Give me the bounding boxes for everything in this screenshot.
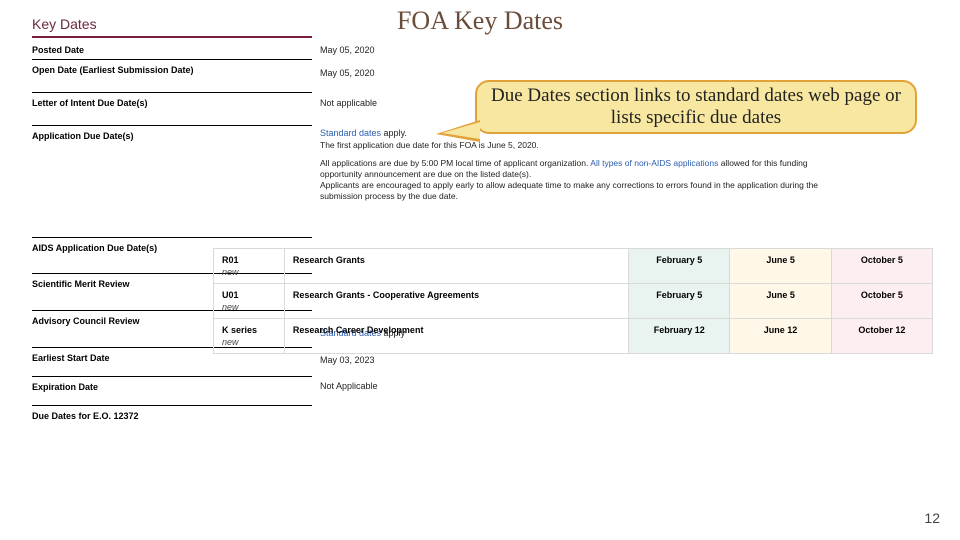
grants-table: R01newResearch GrantsFebruary 5June 5Oct…: [213, 248, 933, 354]
val-eo: Not Applicable: [320, 368, 840, 395]
standard-dates-link[interactable]: Standard dates: [320, 128, 381, 138]
grant-code: K seriesnew: [214, 319, 285, 354]
non-aids-link[interactable]: All types of non-AIDS applications: [590, 158, 718, 168]
grant-jun: June 5: [730, 249, 831, 284]
grant-feb: February 5: [629, 249, 730, 284]
table-row: U01newResearch Grants - Cooperative Agre…: [214, 284, 933, 319]
app-line2-a: All applications are due by 5:00 PM loca…: [320, 158, 590, 168]
app-line3: Applicants are encouraged to apply early…: [320, 180, 840, 201]
grant-code: R01new: [214, 249, 285, 284]
label-app-due: Application Due Date(s): [32, 126, 312, 238]
label-posted: Posted Date: [32, 40, 312, 60]
grant-oct: October 5: [831, 284, 932, 319]
labels-column: Posted Date Open Date (Earliest Submissi…: [32, 40, 312, 425]
label-loi: Letter of Intent Due Date(s): [32, 93, 312, 126]
grant-feb: February 12: [629, 319, 730, 354]
section-header: Key Dates: [32, 16, 97, 32]
header-rule: [32, 36, 312, 38]
grant-jun: June 5: [730, 284, 831, 319]
grant-code: U01new: [214, 284, 285, 319]
grant-name: Research Career Development: [284, 319, 628, 354]
callout-box: Due Dates section links to standard date…: [475, 80, 917, 134]
label-expire: Expiration Date: [32, 377, 312, 406]
app-line1: The first application due date for this …: [320, 140, 840, 151]
val-app-due: Standard dates apply. The first applicat…: [320, 123, 840, 205]
slide-title: FOA Key Dates: [0, 6, 960, 36]
grant-oct: October 5: [831, 249, 932, 284]
grant-name: Research Grants - Cooperative Agreements: [284, 284, 628, 319]
grant-name: Research Grants: [284, 249, 628, 284]
label-open: Open Date (Earliest Submission Date): [32, 60, 312, 93]
val-app-due-suffix: apply.: [381, 128, 407, 138]
grant-oct: October 12: [831, 319, 932, 354]
grant-jun: June 12: [730, 319, 831, 354]
label-eo: Due Dates for E.O. 12372: [32, 406, 312, 425]
table-row: R01newResearch GrantsFebruary 5June 5Oct…: [214, 249, 933, 284]
page-number: 12: [924, 510, 940, 526]
val-posted: May 05, 2020: [320, 40, 840, 59]
table-row: K seriesnewResearch Career DevelopmentFe…: [214, 319, 933, 354]
grant-feb: February 5: [629, 284, 730, 319]
app-line2: All applications are due by 5:00 PM loca…: [320, 158, 840, 179]
